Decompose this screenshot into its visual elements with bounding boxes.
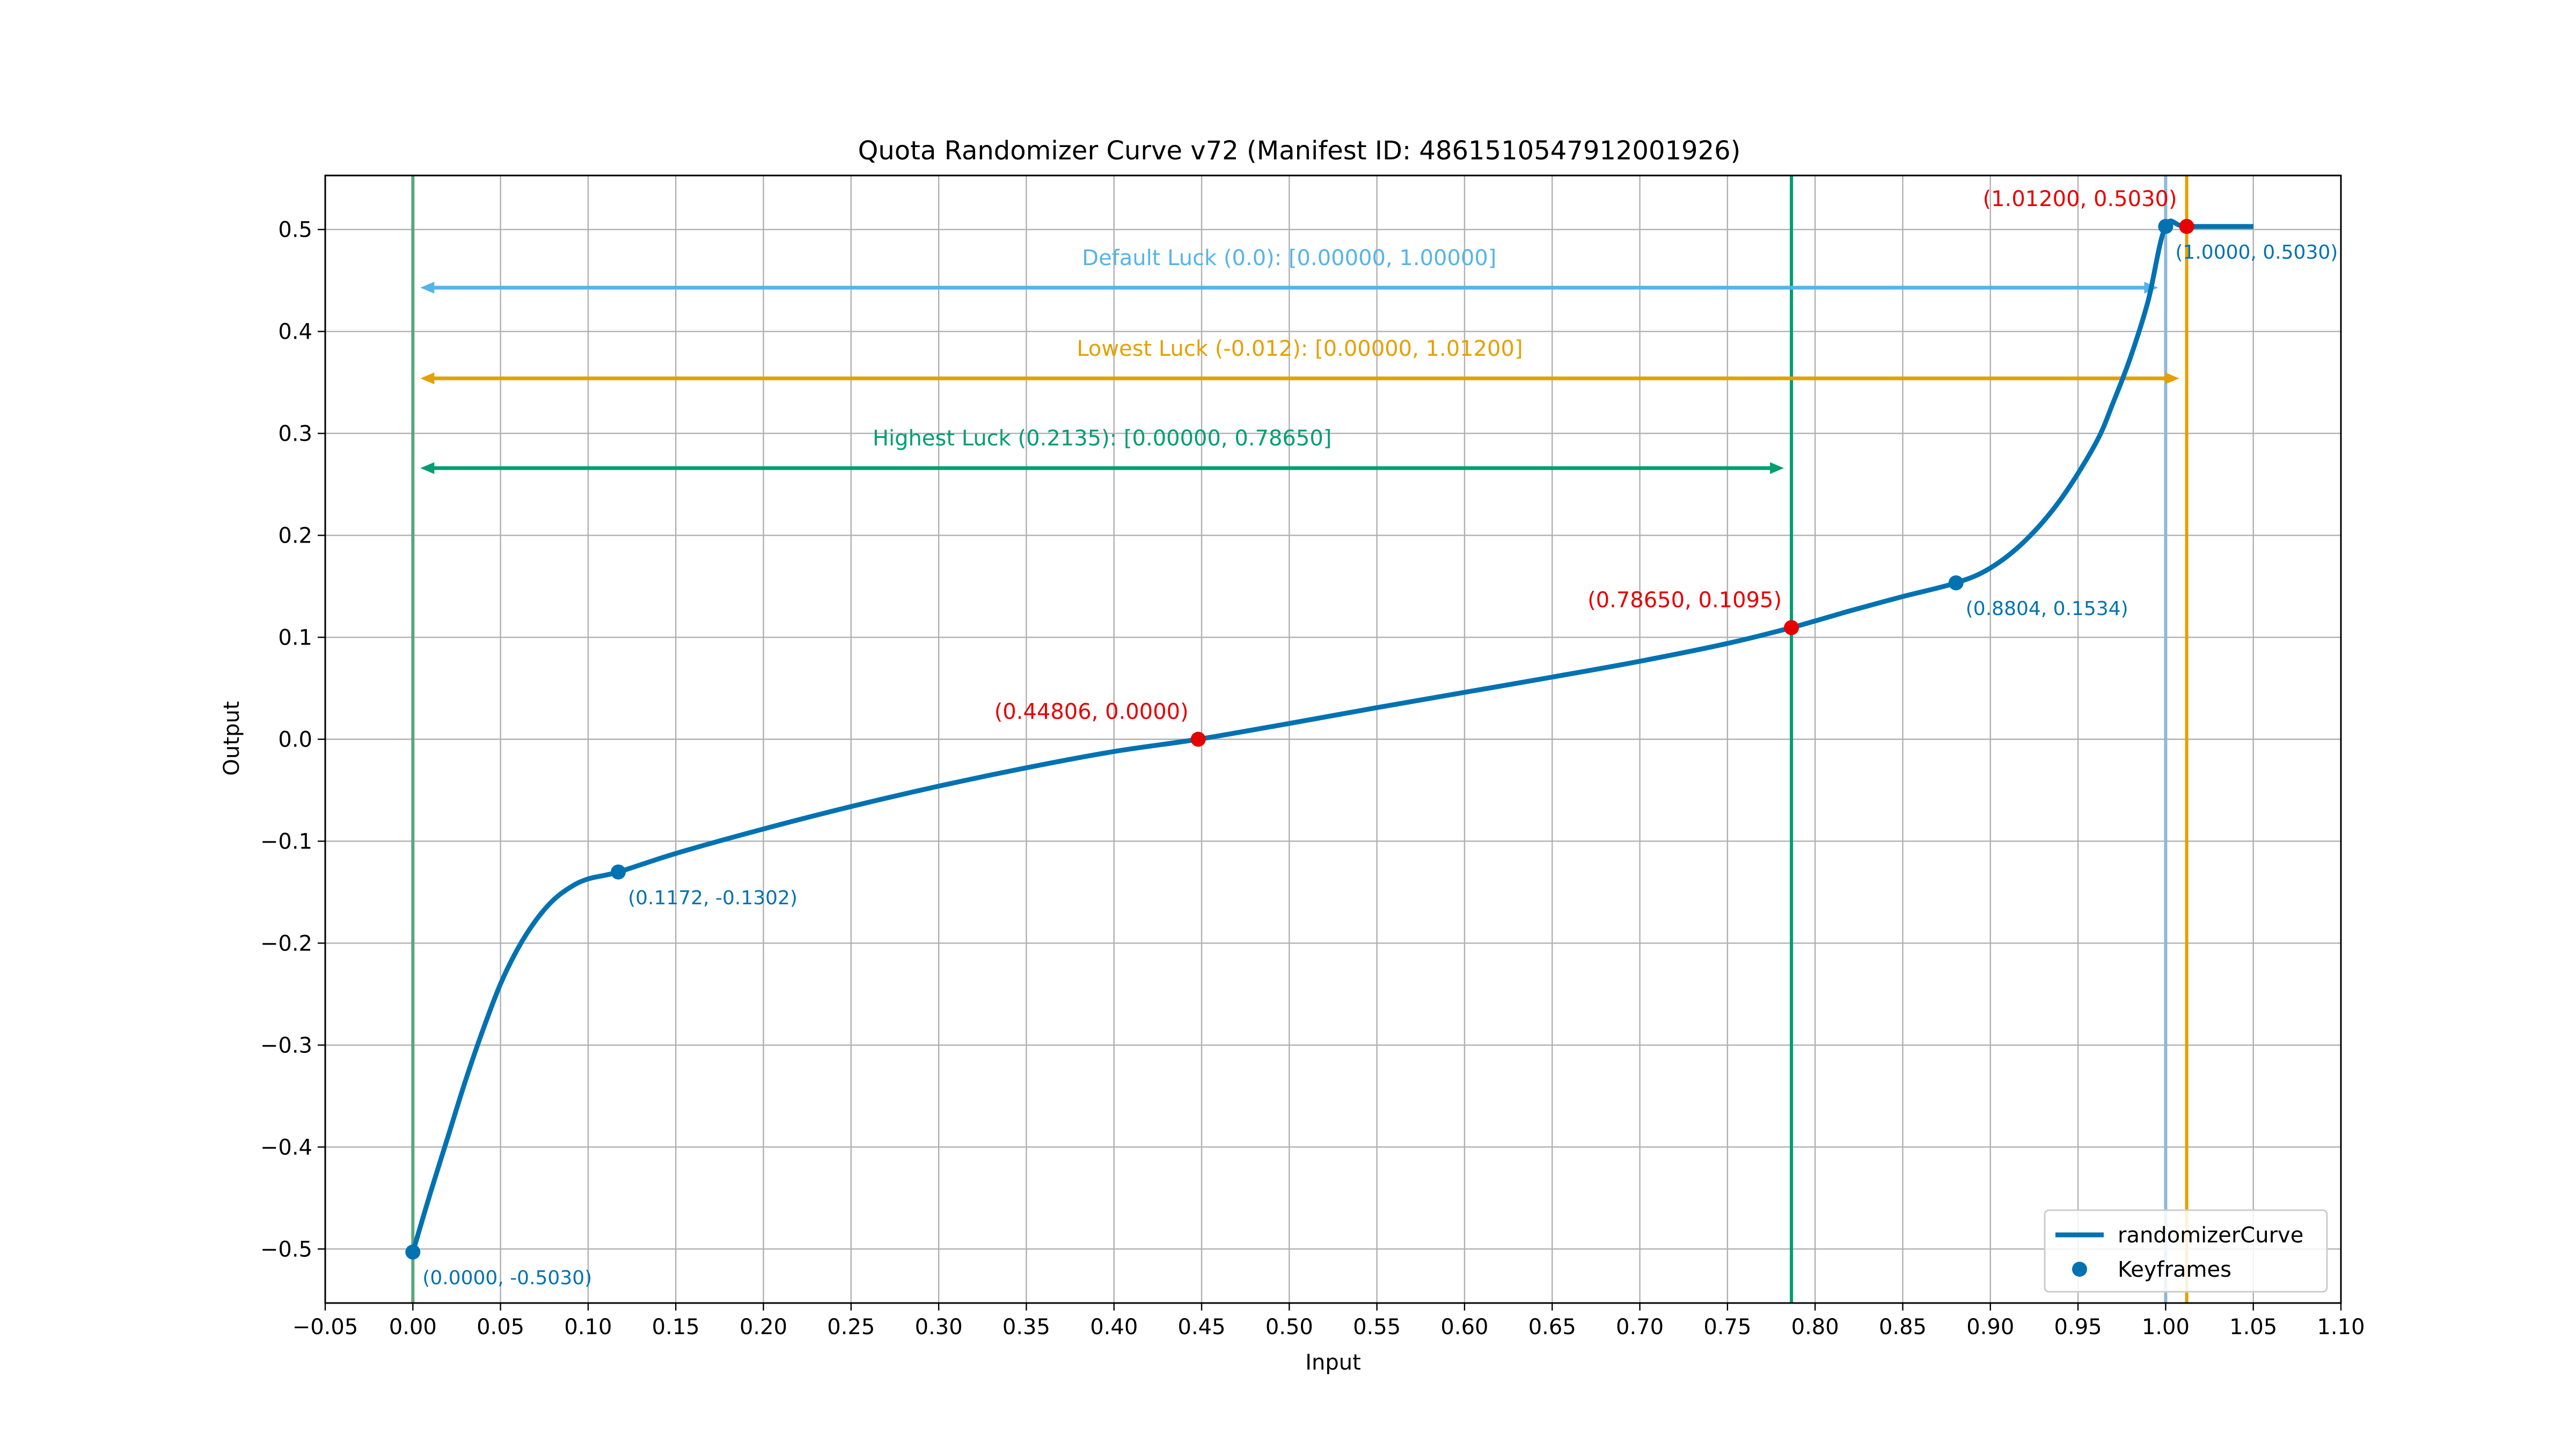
highlight-point [2179, 218, 2194, 234]
y-tick-label: 0.5 [278, 218, 312, 243]
y-tick-label: 0.3 [278, 422, 312, 447]
x-tick-label: −0.05 [292, 1315, 358, 1340]
y-tick-label: −0.4 [260, 1135, 312, 1160]
axis-ticks: −0.05 0.00 0.05 0.10 0.15 0.20 0.25 0.30 0.35 0.4… [260, 218, 2365, 1340]
highlight-label: (0.44806, 0.0000) [994, 700, 1189, 724]
x-tick-label: 0.75 [1703, 1315, 1751, 1340]
x-tick-label: 0.00 [389, 1315, 437, 1340]
legend: randomizerCurve Keyframes [2044, 1209, 2328, 1293]
x-tick-label: 0.85 [1879, 1315, 1927, 1340]
x-tick-label: 0.95 [2054, 1315, 2102, 1340]
x-tick-label: 0.70 [1616, 1315, 1664, 1340]
range-label: Highest Luck (0.2135): [0.00000, 0.78650… [873, 426, 1331, 451]
legend-keyframes-label: Keyframes [2118, 1257, 2231, 1282]
x-tick-label: 0.15 [652, 1315, 700, 1340]
range-arrow-head-left [420, 372, 435, 385]
keyframe-point [2158, 218, 2174, 234]
randomizer-curve-line [410, 218, 2253, 1253]
x-tick-label: 0.50 [1265, 1315, 1313, 1340]
x-tick-label: 0.25 [827, 1315, 875, 1340]
highlight-point [1784, 620, 1799, 635]
x-tick-label: 0.80 [1791, 1315, 1839, 1340]
keyframe-point [1948, 575, 1964, 591]
range-arrow-head-right [2165, 372, 2179, 385]
keyframe-label: (0.0000, -0.5030) [422, 1267, 592, 1289]
highlight-point [1190, 731, 1206, 747]
x-tick-label: 0.30 [915, 1315, 963, 1340]
y-tick-label: −0.5 [260, 1237, 312, 1262]
highlight-label: (1.01200, 0.5030) [1983, 187, 2177, 211]
keyframe-point [405, 1245, 421, 1260]
x-tick-label: 1.05 [2229, 1315, 2277, 1340]
x-tick-label: 1.10 [2317, 1315, 2365, 1340]
y-tick-label: 0.0 [278, 728, 312, 752]
keyframe-label: (0.8804, 0.1534) [1966, 598, 2128, 620]
vertical-lines [411, 175, 2189, 1303]
x-tick-label: 0.40 [1090, 1315, 1138, 1340]
x-tick-label: 0.10 [564, 1315, 612, 1340]
x-tick-label: 0.60 [1440, 1315, 1488, 1340]
keyframe-label: (1.0000, 0.5030) [2175, 241, 2338, 264]
y-tick-label: 0.4 [278, 320, 312, 345]
range-arrows: Default Luck (0.0): [0.00000, 1.00000] Lo… [420, 246, 2179, 474]
curve-layer [410, 218, 2253, 1253]
range-label: Lowest Luck (-0.012): [0.00000, 1.01200] [1077, 336, 1523, 361]
x-tick-label: 0.20 [740, 1315, 787, 1340]
x-tick-label: 0.65 [1528, 1315, 1576, 1340]
x-tick-label: 1.00 [2142, 1315, 2190, 1340]
y-tick-label: 0.1 [278, 626, 312, 650]
points-layer: (0.0000, -0.5030) (0.1172, -0.1302) (0.880… [405, 187, 2338, 1289]
range-label: Default Luck (0.0): [0.00000, 1.00000] [1082, 246, 1496, 270]
x-tick-label: 0.45 [1178, 1315, 1226, 1340]
legend-curve-label: randomizerCurve [2118, 1223, 2303, 1248]
y-axis-label: Output [219, 701, 244, 776]
y-tick-label: −0.1 [260, 829, 312, 854]
range-arrow-head-left [420, 281, 435, 294]
range-arrow-head-left [420, 462, 435, 474]
y-tick-label: 0.2 [278, 524, 312, 548]
legend-keyframes-swatch [2072, 1262, 2087, 1277]
grid [324, 175, 2342, 1303]
highlight-label: (0.78650, 0.1095) [1587, 588, 1782, 612]
keyframe-label: (0.1172, -0.1302) [628, 887, 797, 909]
chart-title: Quota Randomizer Curve v72 (Manifest ID:… [858, 136, 1741, 166]
range-arrow-head-right [1770, 462, 1784, 474]
keyframe-point [611, 864, 626, 880]
x-tick-label: 0.35 [1002, 1315, 1050, 1340]
legend-box [2044, 1209, 2328, 1293]
y-tick-label: −0.2 [260, 931, 312, 956]
x-tick-label: 0.55 [1353, 1315, 1401, 1340]
x-tick-label: 0.90 [1966, 1315, 2014, 1340]
y-tick-label: −0.3 [260, 1033, 312, 1058]
x-axis-label: Input [1305, 1350, 1361, 1375]
x-tick-label: 0.05 [477, 1315, 524, 1340]
